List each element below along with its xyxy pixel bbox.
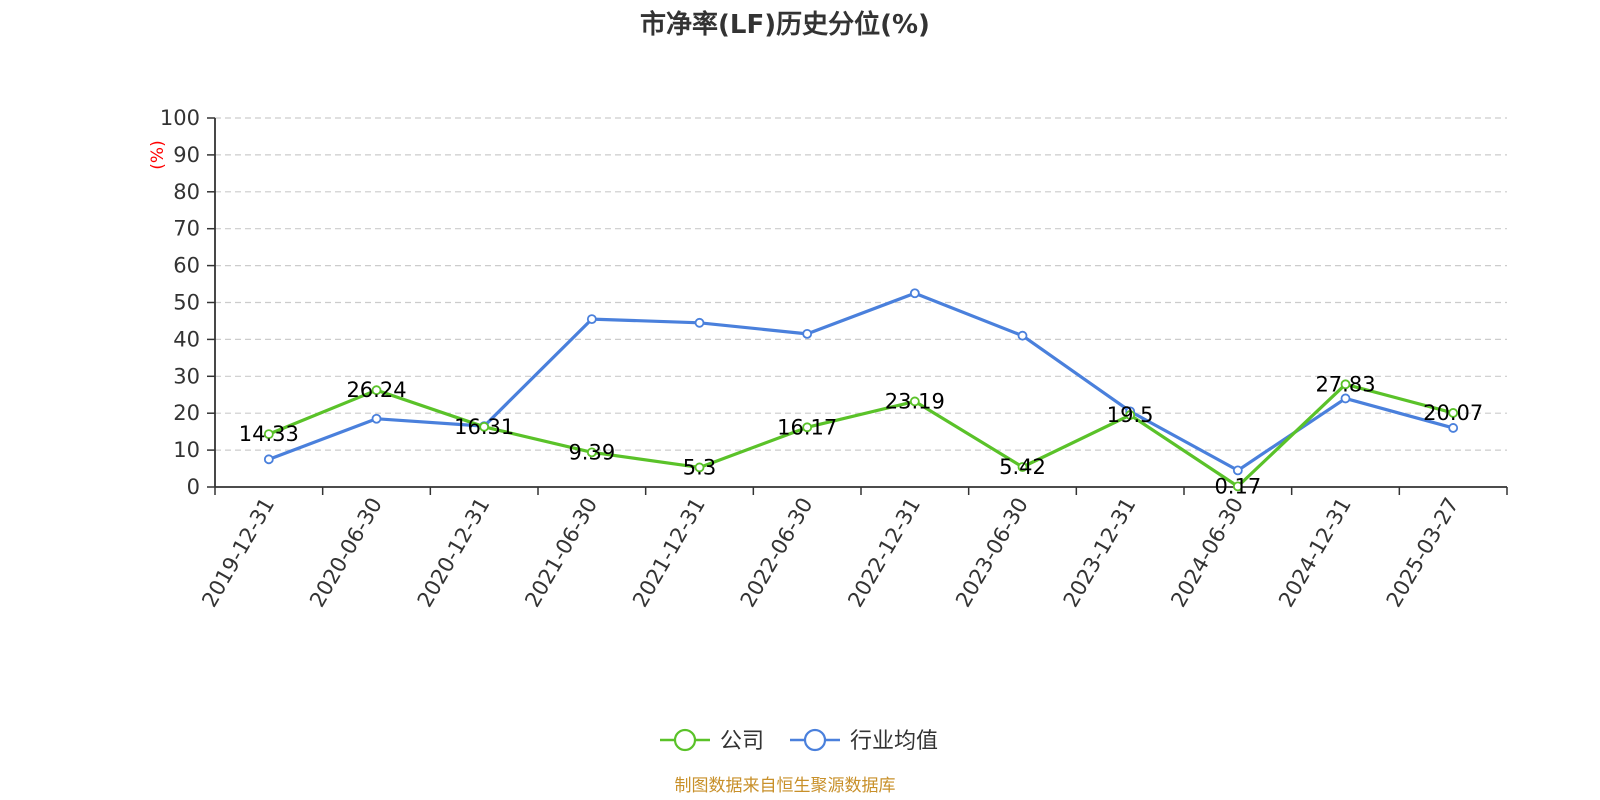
series-line-industry (268, 291, 1454, 472)
y-tick-label: 30 (173, 364, 200, 388)
y-tick-label: 90 (173, 143, 200, 167)
data-point (586, 314, 597, 325)
y-tick-label: 80 (173, 180, 200, 204)
x-tick-label: 2024-12-31 (1274, 494, 1356, 612)
x-tick-label: 2019-12-31 (197, 494, 279, 612)
y-tick-label: 10 (173, 438, 200, 462)
y-tick-label: 0 (187, 475, 200, 499)
data-point (263, 429, 274, 440)
data-point (909, 288, 920, 299)
y-tick-label: 50 (173, 291, 200, 315)
data-point (694, 317, 705, 328)
data-point (586, 447, 597, 458)
x-tick-label: 2024-06-30 (1166, 494, 1248, 612)
legend-label: 公司 (720, 729, 764, 754)
data-point (263, 454, 274, 465)
legend-label: 行业均值 (850, 729, 938, 754)
y-tick-label: 20 (173, 401, 200, 425)
series-line-company (268, 382, 1454, 488)
data-point (1017, 330, 1028, 341)
data-label: 5.42 (999, 455, 1046, 479)
y-tick-label: 70 (173, 217, 200, 241)
data-label: 19.5 (1107, 403, 1154, 427)
data-point (1232, 481, 1243, 492)
data-label: 20.07 (1423, 401, 1483, 425)
data-label: 23.19 (885, 389, 945, 413)
x-tick-label: 2022-06-30 (736, 494, 818, 612)
data-point (371, 385, 382, 396)
y-tick-label: 40 (173, 327, 200, 351)
data-label: 0.17 (1214, 474, 1261, 498)
x-tick-label: 2021-06-30 (520, 494, 602, 612)
data-label: 9.39 (568, 440, 615, 464)
x-tick-label: 2021-12-31 (628, 494, 710, 612)
x-tick-label: 2025-03-27 (1382, 494, 1464, 612)
data-point (1017, 462, 1028, 472)
data-labels: 14.33 26.24 16.31 9.39 5.3 16.17 23.19 5.42 19.5… (239, 372, 1483, 498)
legend-marker (673, 728, 697, 752)
data-point (479, 421, 490, 432)
data-point (1448, 423, 1459, 433)
data-point (1232, 465, 1243, 476)
data-label: 26.24 (346, 378, 406, 402)
series-lines (263, 288, 1459, 492)
data-point (371, 413, 382, 424)
x-tick-label: 2022-12-31 (843, 493, 925, 611)
x-tick-label: 2023-06-30 (951, 494, 1033, 612)
data-point (802, 328, 813, 339)
data-point (1340, 379, 1351, 390)
data-point (802, 422, 813, 433)
y-tick-label: 100 (160, 106, 200, 130)
y-axis-label: (%) (148, 140, 168, 169)
data-label: 14.33 (239, 422, 299, 446)
x-tick-label: 2020-06-30 (305, 494, 387, 612)
data-label: 27.83 (1315, 372, 1375, 396)
data-label: 16.31 (454, 415, 514, 439)
data-point (1125, 410, 1136, 420)
data-label: 5.3 (683, 455, 716, 479)
x-tick-label: 2023-12-31 (1059, 494, 1141, 612)
y-tick-label: 60 (173, 254, 200, 278)
data-point (694, 462, 705, 473)
axes: 0 10 20 30 40 50 60 70 80 90 100 2019-12-31 2020-06-… (160, 106, 1508, 612)
legend-marker (803, 728, 827, 752)
x-tick-label: 2020-12-31 (413, 493, 495, 611)
source-note: 制图数据来自恒生聚源数据库 (675, 776, 896, 796)
data-point (1340, 393, 1351, 404)
chart-title: 市净率(LF)历史分位(%) (640, 9, 930, 40)
data-point (1448, 408, 1459, 418)
data-label: 16.17 (777, 415, 837, 439)
legend: 公司 行业均值 (660, 728, 938, 754)
data-point (909, 396, 920, 407)
